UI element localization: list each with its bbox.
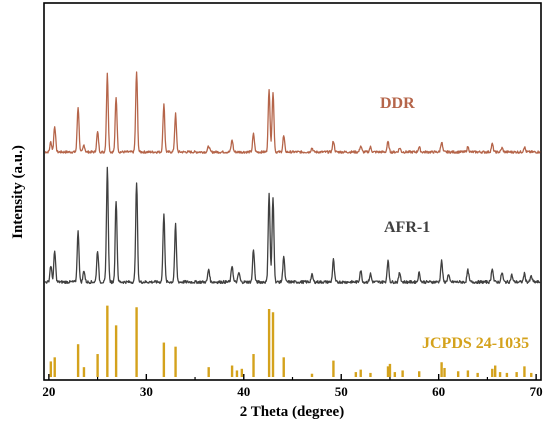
- plot-area: [44, 71, 541, 377]
- y-axis-title: Intensity (a.u.): [10, 145, 26, 239]
- x-tick-label: 50: [335, 384, 348, 399]
- x-tick-label: 30: [140, 384, 153, 399]
- series-label: AFR-1: [384, 219, 430, 236]
- series-line-1: [44, 166, 541, 285]
- series-line-0: [44, 71, 541, 154]
- x-axis-ticks: 20 30 40 50 60 70: [42, 374, 543, 399]
- x-tick-label: 40: [237, 384, 250, 399]
- series-label: DDR: [380, 95, 415, 112]
- series-label: JCPDS 24-1035: [422, 335, 529, 352]
- plot-frame: [43, 2, 542, 381]
- x-tick-label: 70: [530, 384, 543, 399]
- x-axis-title: 2 Theta (degree): [240, 404, 344, 420]
- series-labels: DDR AFR-1 JCPDS 24-1035: [380, 95, 529, 352]
- x-tick-label: 60: [432, 384, 445, 399]
- x-tick-label: 20: [42, 384, 55, 399]
